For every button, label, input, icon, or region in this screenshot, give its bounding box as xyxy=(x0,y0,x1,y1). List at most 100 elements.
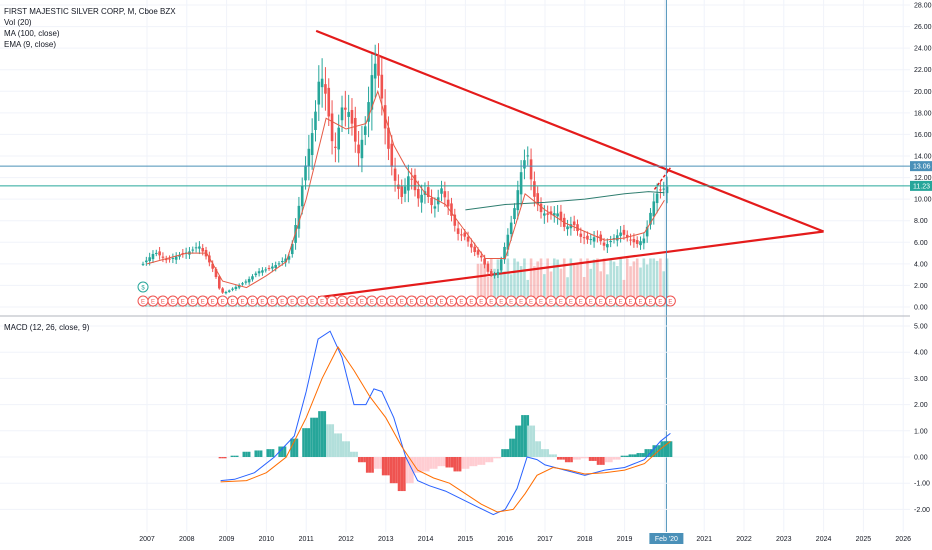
earnings-marker[interactable]: E xyxy=(654,295,666,307)
candle-body xyxy=(559,211,563,221)
earnings-marker[interactable]: E xyxy=(635,295,647,307)
earnings-marker[interactable]: E xyxy=(246,295,258,307)
candle-body xyxy=(632,238,636,243)
candle-body xyxy=(194,247,198,249)
earnings-marker[interactable]: E xyxy=(286,295,298,307)
macd-histogram-bar xyxy=(503,449,507,457)
trendline[interactable] xyxy=(315,29,825,233)
earnings-marker[interactable]: E xyxy=(227,295,239,307)
earnings-marker[interactable]: E xyxy=(197,295,209,307)
earnings-marker[interactable]: E xyxy=(147,295,159,307)
earnings-marker[interactable]: E xyxy=(426,295,438,307)
earnings-marker[interactable]: E xyxy=(356,295,368,307)
earnings-marker[interactable]: E xyxy=(386,295,398,307)
earnings-marker[interactable]: E xyxy=(525,295,537,307)
ma-line[interactable] xyxy=(465,191,665,211)
macd-histogram-bar xyxy=(235,455,239,457)
volume-bar xyxy=(486,277,490,307)
earnings-marker[interactable]: E xyxy=(376,295,388,307)
candle-body xyxy=(234,286,238,290)
macd-histogram-bar xyxy=(384,457,388,476)
earnings-marker[interactable]: E xyxy=(336,295,348,307)
earnings-marker[interactable]: E xyxy=(535,295,547,307)
trendline[interactable] xyxy=(653,167,671,190)
earnings-marker[interactable]: E xyxy=(256,295,268,307)
earnings-marker[interactable]: E xyxy=(445,295,457,307)
macd-pane[interactable] xyxy=(0,325,910,516)
dividend-marker[interactable]: $ xyxy=(137,281,149,293)
macd-tick-label: 4.00 xyxy=(914,350,928,357)
earnings-marker[interactable]: E xyxy=(296,295,308,307)
macd-histogram-bar xyxy=(230,455,234,457)
macd-legend[interactable]: MACD (12, 26, close, 9) xyxy=(4,323,90,332)
signal-line[interactable] xyxy=(220,346,671,513)
earnings-marker[interactable]: E xyxy=(177,295,189,307)
earnings-marker[interactable]: E xyxy=(326,295,338,307)
price-tick-label: 2.00 xyxy=(914,283,928,290)
earnings-marker[interactable]: E xyxy=(545,295,557,307)
time-tick-label: 2011 xyxy=(299,536,314,543)
earnings-marker[interactable]: E xyxy=(455,295,467,307)
macd-axis[interactable]: -2.00 -1.00 0.00 1.00 2.00 3.00 4.00 5.00 xyxy=(914,324,930,514)
earnings-marker[interactable]: E xyxy=(625,295,637,307)
trendline[interactable] xyxy=(317,230,824,299)
earnings-marker[interactable]: E xyxy=(396,295,408,307)
ema-legend[interactable]: EMA (9, close) xyxy=(4,40,57,49)
price-axis[interactable]: 0.00 2.00 4.00 6.00 8.00 10.00 12.00 14.00 16.00… xyxy=(910,3,932,312)
earnings-marker[interactable]: E xyxy=(306,295,318,307)
earnings-marker[interactable]: E xyxy=(436,295,448,307)
ema-line[interactable] xyxy=(146,89,665,289)
earnings-marker-text: E xyxy=(231,300,235,306)
earnings-marker[interactable]: E xyxy=(495,295,507,307)
macd-histogram-bar xyxy=(482,457,486,465)
macd-histogram-bar xyxy=(636,453,640,457)
earnings-marker[interactable]: E xyxy=(565,295,577,307)
macd-tick-label: 5.00 xyxy=(914,324,928,331)
earnings-marker[interactable]: E xyxy=(167,295,179,307)
earnings-marker[interactable]: E xyxy=(316,295,328,307)
earnings-marker[interactable]: E xyxy=(485,295,497,307)
earnings-marker[interactable]: E xyxy=(644,295,656,307)
candle-body xyxy=(373,63,377,79)
macd-line[interactable] xyxy=(220,330,671,516)
earnings-marker[interactable]: E xyxy=(615,295,627,307)
earnings-marker[interactable]: E xyxy=(207,295,219,307)
earnings-marker[interactable]: E xyxy=(276,295,288,307)
macd-histogram-bar xyxy=(416,457,419,473)
earnings-marker[interactable]: E xyxy=(187,295,199,307)
main-legend: FIRST MAJESTIC SILVER CORP, M, Cboe BZX … xyxy=(4,6,176,50)
macd-histogram-bar xyxy=(485,457,488,463)
earnings-marker[interactable]: E xyxy=(237,295,249,307)
earnings-marker[interactable]: E xyxy=(157,295,169,307)
earnings-marker[interactable]: E xyxy=(605,295,617,307)
candle-body xyxy=(387,127,390,149)
earnings-marker[interactable]: E xyxy=(416,295,428,307)
earnings-marker[interactable]: E xyxy=(137,295,149,307)
time-axis[interactable]: 2007 2008 2009 2010 2011 2012 2013 2014 2015 2016… xyxy=(139,533,911,544)
earnings-marker[interactable]: E xyxy=(595,295,607,307)
macd-histogram-bar xyxy=(221,457,224,459)
earnings-marker[interactable]: E xyxy=(346,295,358,307)
earnings-marker[interactable]: E xyxy=(406,295,418,307)
symbol-title[interactable]: FIRST MAJESTIC SILVER CORP, M, Cboe BZX xyxy=(4,7,176,16)
earnings-marker-text: E xyxy=(579,300,583,306)
volume-bar xyxy=(645,264,649,307)
earnings-marker[interactable]: E xyxy=(575,295,587,307)
volume-bar xyxy=(506,258,510,307)
ma-legend[interactable]: MA (100, close) xyxy=(4,29,60,38)
macd-histogram-bar xyxy=(245,451,248,457)
earnings-marker[interactable]: E xyxy=(585,295,597,307)
earnings-marker[interactable]: E xyxy=(366,295,378,307)
macd-histogram-bar xyxy=(445,457,449,468)
earnings-marker[interactable]: E xyxy=(475,295,487,307)
earnings-marker[interactable]: E xyxy=(266,295,278,307)
earnings-marker[interactable]: E xyxy=(505,295,517,307)
earnings-marker[interactable]: E xyxy=(664,295,676,307)
earnings-marker[interactable]: E xyxy=(515,295,527,307)
earnings-marker[interactable]: E xyxy=(555,295,567,307)
earnings-marker[interactable]: E xyxy=(465,295,477,307)
earnings-marker[interactable]: E xyxy=(217,295,229,307)
vol-legend[interactable]: Vol (20) xyxy=(4,18,32,27)
